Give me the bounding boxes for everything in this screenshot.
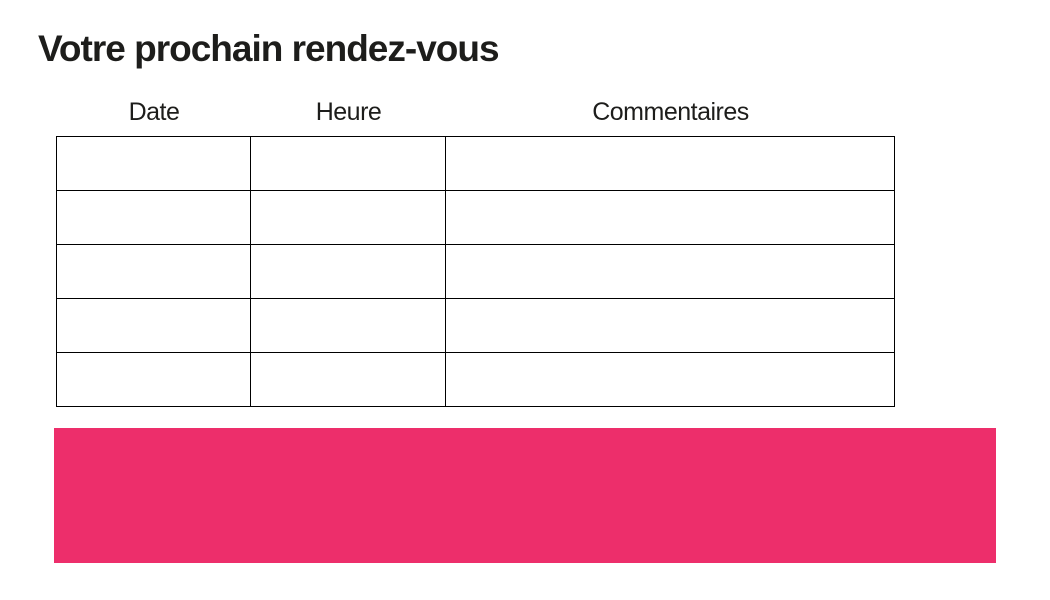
table-row: [56, 135, 895, 191]
table-cell: [445, 351, 895, 407]
table-cell: [56, 135, 251, 191]
table-row: [56, 243, 895, 299]
table-cell: [250, 189, 446, 245]
table-row: [56, 351, 895, 407]
table-cell: [250, 135, 446, 191]
table-cell: [56, 297, 251, 353]
table-cell: [445, 297, 895, 353]
table-cell: [250, 243, 446, 299]
column-header-commentaires: Commentaires: [592, 97, 749, 126]
table-cell: [56, 351, 251, 407]
appointments-table: [56, 135, 895, 407]
column-header-heure: Heure: [315, 97, 382, 126]
table-cell: [250, 297, 446, 353]
appointments-table-body: [56, 135, 895, 407]
table-cell: [56, 243, 251, 299]
table-row: [56, 189, 895, 245]
table-cell: [445, 189, 895, 245]
table-cell: [445, 135, 895, 191]
column-header-date: Date: [128, 97, 180, 126]
page-title: Votre prochain rendez-vous: [38, 28, 500, 69]
table-column-headers: Date Heure Commentaires: [57, 97, 895, 127]
table-cell: [56, 189, 251, 245]
table-row: [56, 297, 895, 353]
table-cell: [445, 243, 895, 299]
highlight-banner: [54, 427, 996, 563]
table-cell: [250, 351, 446, 407]
